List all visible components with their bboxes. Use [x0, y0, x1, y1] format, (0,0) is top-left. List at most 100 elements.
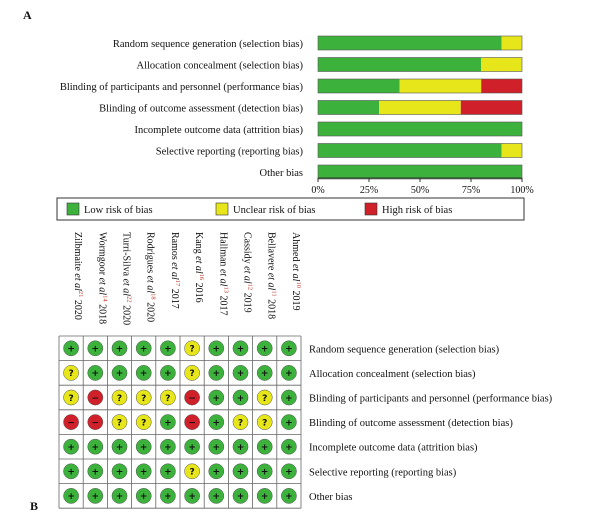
judgement-dot — [184, 389, 200, 406]
domain-label: Other bias — [309, 492, 352, 503]
judgement-dot — [111, 365, 128, 381]
judgement-symbol: ? — [68, 369, 73, 379]
legend-swatch — [364, 202, 378, 216]
judgement-dot — [281, 340, 297, 357]
study-ref: 10 — [295, 281, 302, 288]
category-label: Random sequence generation (selection bi… — [113, 39, 304, 50]
domain-label: Blinding of outcome assessment (detectio… — [309, 418, 513, 429]
study-year: 2017 — [169, 286, 180, 309]
x-tick-label: 0% — [311, 185, 324, 196]
category-label: Selective reporting (reporting bias) — [156, 147, 304, 158]
judgement-dot — [232, 340, 249, 357]
judgement-symbol: ? — [141, 418, 146, 428]
bar-outline — [317, 35, 523, 51]
category-label: Blinding of outcome assessment (detectio… — [99, 104, 303, 115]
judgement-dot — [87, 414, 104, 430]
judgement-dot — [111, 488, 128, 504]
judgement-dot — [135, 365, 152, 381]
study-author: Ramos — [169, 232, 180, 262]
study-author: Wormgoor — [96, 232, 107, 278]
judgement-symbol: + — [92, 369, 100, 379]
study-author: Zilbmaite — [72, 232, 83, 273]
judgement-symbol: − — [92, 394, 100, 404]
study-year: 2019 — [242, 290, 253, 313]
judgement-symbol: + — [261, 369, 269, 379]
judgement-symbol: − — [188, 418, 196, 428]
bar-segment — [501, 36, 522, 50]
study-year: 2018 — [266, 297, 277, 320]
study-label: Ramos et al17 2017 — [169, 232, 181, 309]
judgement-symbol: + — [285, 443, 293, 453]
study-etal: et al — [193, 256, 204, 274]
legend-label: Low risk of bias — [84, 205, 153, 216]
judgement-symbol: + — [188, 443, 196, 453]
study-etal: et al — [169, 262, 180, 280]
judgement-symbol: + — [285, 394, 293, 404]
judgement-symbol: + — [140, 369, 148, 379]
judgement-dot — [111, 438, 128, 455]
bar-segment — [379, 100, 461, 115]
judgement-dot — [232, 488, 249, 504]
judgement-symbol: ? — [117, 394, 122, 404]
judgement-dot — [256, 438, 273, 455]
judgement-symbol: + — [213, 443, 221, 453]
judgement-dot — [135, 414, 152, 430]
study-label: Ahmed et al10 2019 — [290, 232, 302, 310]
study-ref: 14 — [101, 295, 108, 302]
judgement-dot — [87, 438, 104, 455]
judgement-dot — [184, 365, 200, 381]
judgement-symbol: ? — [262, 418, 267, 428]
judgement-symbol: + — [237, 369, 245, 379]
judgement-symbol: + — [116, 345, 124, 355]
bar-segment — [460, 100, 522, 115]
judgement-symbol: + — [116, 492, 124, 502]
judgement-dot — [63, 340, 79, 357]
judgement-dot — [256, 488, 273, 504]
study-label: Rodrigues et al18 2020 — [145, 232, 157, 322]
study-author: Kang — [193, 232, 204, 256]
judgement-dot — [184, 488, 200, 504]
judgement-dot — [208, 414, 225, 430]
judgement-dot — [256, 414, 273, 430]
category-label: Allocation concealment (selection bias) — [137, 61, 304, 72]
judgement-symbol: + — [140, 443, 148, 453]
judgement-symbol: + — [285, 369, 293, 379]
study-year: 2018 — [96, 302, 107, 325]
study-author: Hallman — [217, 232, 228, 269]
study-year: 2020 — [145, 300, 156, 323]
study-etal: et al — [290, 264, 301, 282]
judgement-symbol: + — [140, 468, 148, 478]
bar-segment — [318, 143, 502, 158]
bar-outline — [317, 78, 523, 94]
study-ref: 11 — [271, 290, 278, 296]
category-label: Other bias — [260, 168, 303, 179]
judgement-dot — [87, 389, 104, 406]
study-ref: 16 — [198, 274, 205, 281]
bar-segment — [318, 100, 380, 115]
judgement-dot — [63, 365, 79, 381]
domain-label: Allocation concealment (selection bias) — [309, 369, 476, 380]
judgement-dot — [281, 389, 297, 406]
judgement-symbol: + — [116, 443, 124, 453]
judgement-dot — [208, 488, 225, 504]
study-ref: 22 — [126, 296, 133, 303]
judgement-dot — [281, 488, 297, 504]
judgement-symbol: + — [67, 345, 75, 355]
judgement-symbol: + — [213, 418, 221, 428]
judgement-dot — [111, 463, 128, 480]
category-label: Blinding of participants and personnel (… — [60, 82, 304, 93]
bar-segment — [318, 57, 482, 72]
judgement-dot — [184, 340, 200, 357]
judgement-dot — [184, 414, 200, 430]
judgement-symbol: + — [213, 492, 221, 502]
panel-a-bar-chart: Random sequence generation (selection bi… — [56, 35, 534, 221]
bar-segment — [318, 165, 522, 179]
judgement-dot — [281, 365, 297, 381]
study-label: Wormgoor et al14 2018 — [96, 232, 108, 324]
bar-outline — [317, 121, 523, 137]
judgement-dot — [135, 389, 152, 406]
judgement-symbol: + — [261, 345, 269, 355]
study-label: Kang et al16 2016 — [193, 232, 205, 303]
judgement-symbol: + — [92, 492, 100, 502]
judgement-dot — [63, 488, 79, 504]
